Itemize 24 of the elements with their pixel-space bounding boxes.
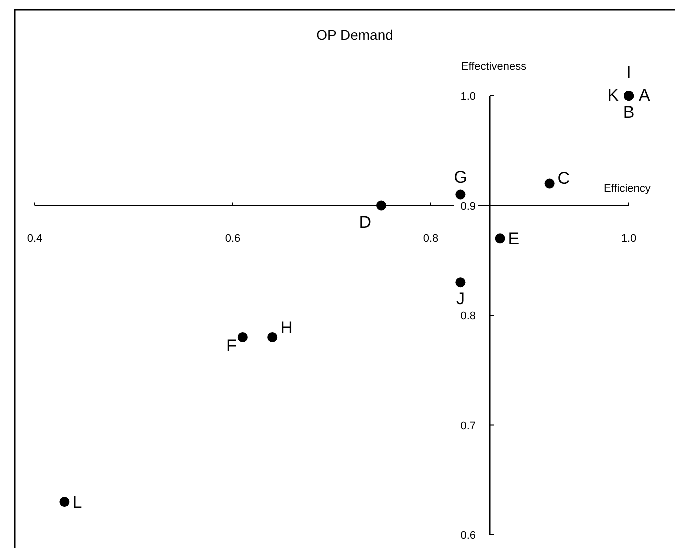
y-tick-label: 0.6 — [460, 530, 476, 542]
series-label: H — [280, 318, 293, 338]
series-label: J — [456, 290, 465, 309]
chart-title: OP Demand — [316, 27, 394, 43]
y-tick-label: 1.0 — [460, 91, 476, 103]
series-label: E — [508, 230, 520, 249]
y-axis-title: Effectiveness — [461, 61, 528, 73]
x-tick-label: 0.8 — [423, 232, 439, 245]
x-axis-title: Efficiency — [604, 182, 652, 195]
series-label: L — [72, 493, 82, 512]
series-label: I — [626, 63, 632, 82]
series-label: B — [623, 103, 635, 122]
x-tick-label: 1.0 — [621, 232, 637, 245]
series-label: F — [226, 336, 237, 356]
x-tick-label: 0.6 — [225, 232, 241, 245]
y-tick-label: 0.7 — [460, 420, 476, 432]
y-tick-label: 0.9 — [460, 200, 476, 213]
series-label: K — [608, 86, 620, 105]
x-tick-label: 0.4 — [27, 232, 43, 245]
y-tick-label: 0.8 — [460, 310, 476, 322]
series-label: A — [639, 86, 651, 105]
series-label: D — [359, 212, 372, 232]
series-label: C — [558, 168, 570, 188]
series-label: G — [454, 168, 468, 187]
